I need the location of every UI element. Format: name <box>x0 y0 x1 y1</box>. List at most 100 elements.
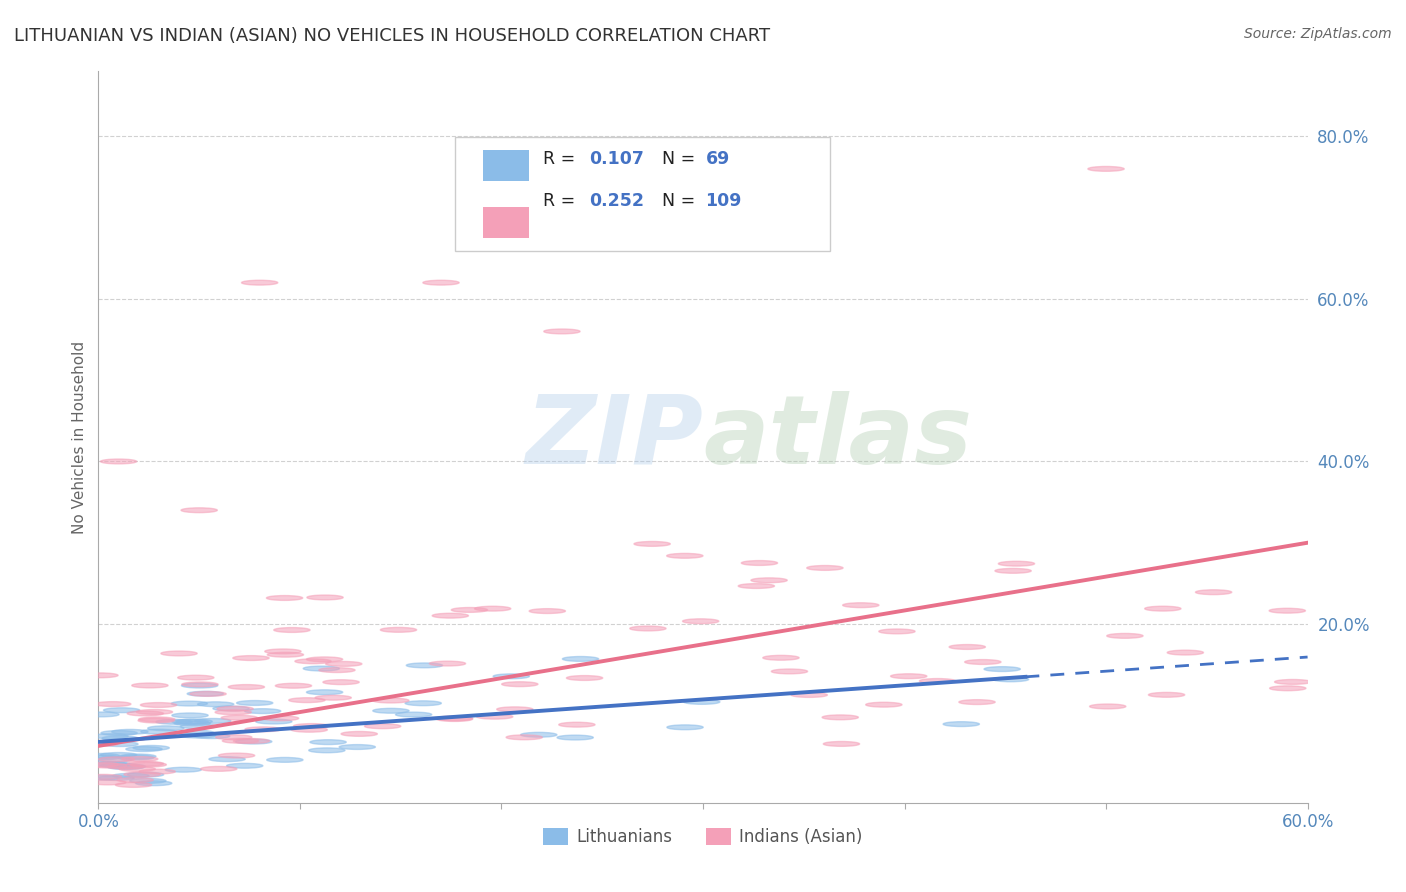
Ellipse shape <box>264 649 301 654</box>
Ellipse shape <box>180 724 217 729</box>
Ellipse shape <box>194 718 231 723</box>
Ellipse shape <box>381 627 416 632</box>
Ellipse shape <box>666 725 703 730</box>
Ellipse shape <box>90 780 127 785</box>
Ellipse shape <box>221 715 257 720</box>
Ellipse shape <box>98 776 134 780</box>
Ellipse shape <box>792 692 827 698</box>
Ellipse shape <box>187 691 224 696</box>
Text: 69: 69 <box>706 150 730 168</box>
FancyBboxPatch shape <box>482 151 529 181</box>
Text: R =: R = <box>543 150 581 168</box>
Ellipse shape <box>148 726 184 731</box>
Ellipse shape <box>111 730 148 734</box>
Ellipse shape <box>245 727 281 731</box>
Ellipse shape <box>395 712 432 717</box>
Ellipse shape <box>222 739 259 743</box>
Ellipse shape <box>267 652 304 657</box>
Ellipse shape <box>666 553 703 558</box>
Ellipse shape <box>180 733 217 738</box>
Text: LITHUANIAN VS INDIAN (ASIAN) NO VEHICLES IN HOUSEHOLD CORRELATION CHART: LITHUANIAN VS INDIAN (ASIAN) NO VEHICLES… <box>14 27 770 45</box>
Ellipse shape <box>1144 607 1181 611</box>
Ellipse shape <box>1107 633 1143 639</box>
Ellipse shape <box>165 767 201 772</box>
Ellipse shape <box>998 561 1035 566</box>
Ellipse shape <box>127 747 162 752</box>
Ellipse shape <box>763 656 799 660</box>
Ellipse shape <box>630 626 666 631</box>
Ellipse shape <box>233 656 269 660</box>
Ellipse shape <box>984 666 1021 672</box>
Ellipse shape <box>201 766 238 772</box>
Ellipse shape <box>83 755 120 760</box>
Ellipse shape <box>91 762 128 766</box>
Ellipse shape <box>1275 680 1310 684</box>
Ellipse shape <box>112 773 149 778</box>
Ellipse shape <box>198 702 233 706</box>
Ellipse shape <box>138 718 174 723</box>
Ellipse shape <box>104 708 139 713</box>
Ellipse shape <box>135 780 172 786</box>
Ellipse shape <box>110 764 146 769</box>
Ellipse shape <box>82 741 118 747</box>
Ellipse shape <box>477 714 513 719</box>
Ellipse shape <box>309 739 346 745</box>
Ellipse shape <box>101 731 138 735</box>
Ellipse shape <box>236 739 271 744</box>
Ellipse shape <box>558 723 595 727</box>
Ellipse shape <box>406 663 443 668</box>
Ellipse shape <box>436 716 472 722</box>
Ellipse shape <box>1167 650 1204 655</box>
Ellipse shape <box>194 734 229 739</box>
Ellipse shape <box>342 731 377 736</box>
Legend: Lithuanians, Indians (Asian): Lithuanians, Indians (Asian) <box>537 822 869 853</box>
Ellipse shape <box>506 735 543 739</box>
Ellipse shape <box>943 722 980 726</box>
Ellipse shape <box>949 645 986 649</box>
Ellipse shape <box>181 682 218 687</box>
Ellipse shape <box>307 595 343 600</box>
Ellipse shape <box>1149 692 1185 698</box>
Ellipse shape <box>315 695 352 700</box>
Ellipse shape <box>959 699 995 705</box>
Ellipse shape <box>190 691 226 697</box>
Ellipse shape <box>866 702 903 707</box>
Ellipse shape <box>682 619 718 624</box>
Ellipse shape <box>1270 686 1306 690</box>
Ellipse shape <box>245 709 281 714</box>
Ellipse shape <box>276 683 312 688</box>
Ellipse shape <box>683 699 720 705</box>
Ellipse shape <box>82 673 118 678</box>
Ellipse shape <box>373 708 409 714</box>
Ellipse shape <box>364 723 401 729</box>
Ellipse shape <box>118 756 155 760</box>
Ellipse shape <box>215 735 252 739</box>
Ellipse shape <box>176 719 212 724</box>
Ellipse shape <box>842 603 879 607</box>
Ellipse shape <box>274 628 311 632</box>
Ellipse shape <box>879 629 915 634</box>
Ellipse shape <box>115 782 152 788</box>
Ellipse shape <box>339 745 375 749</box>
Ellipse shape <box>256 719 292 724</box>
Ellipse shape <box>100 763 136 768</box>
FancyBboxPatch shape <box>482 208 529 238</box>
Ellipse shape <box>121 756 157 762</box>
Ellipse shape <box>233 739 270 743</box>
Ellipse shape <box>181 683 218 688</box>
Ellipse shape <box>100 753 136 757</box>
Ellipse shape <box>128 762 163 766</box>
Ellipse shape <box>94 762 129 766</box>
Ellipse shape <box>772 669 807 673</box>
FancyBboxPatch shape <box>456 137 830 251</box>
Text: atlas: atlas <box>703 391 972 483</box>
Ellipse shape <box>141 703 177 707</box>
Text: 0.252: 0.252 <box>589 192 644 210</box>
Text: 109: 109 <box>706 192 742 210</box>
Ellipse shape <box>83 712 120 717</box>
Ellipse shape <box>266 596 302 600</box>
Ellipse shape <box>304 666 339 671</box>
Ellipse shape <box>108 764 143 770</box>
Ellipse shape <box>108 764 143 769</box>
Ellipse shape <box>228 684 264 690</box>
